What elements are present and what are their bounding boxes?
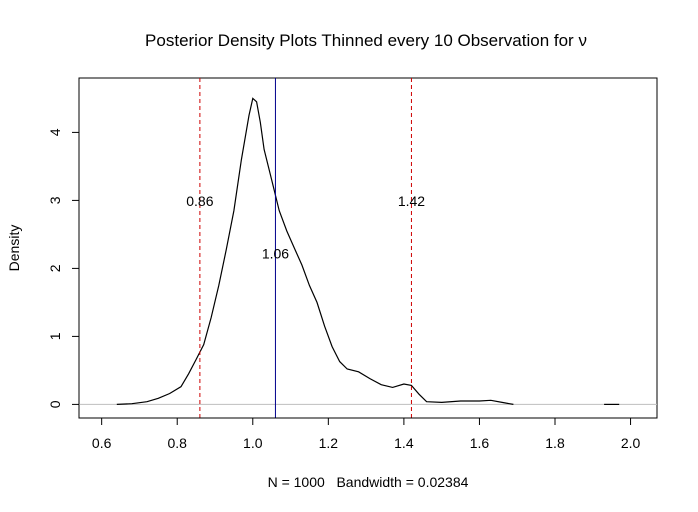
x-tick-label: 2.0 [621, 435, 641, 451]
x-axis: 0.6 0.8 1.0 1.2 1.4 1.6 1.8 2.0 [92, 417, 641, 451]
reference-label-2: 1.42 [398, 193, 425, 209]
y-tick-label: 2 [47, 264, 63, 272]
x-tick-label: 1.6 [470, 435, 490, 451]
x-axis-label: N = 1000 Bandwidth = 0.02384 [268, 474, 469, 490]
reference-label-1: 1.06 [262, 245, 289, 261]
x-tick-label: 1.4 [394, 435, 414, 451]
vline-layer: 0.86 1.06 1.42 [186, 78, 425, 418]
y-tick-label: 3 [47, 196, 63, 204]
x-tick-label: 0.8 [167, 435, 187, 451]
y-axis: 0 1 2 3 4 [47, 128, 80, 408]
x-tick-label: 1.8 [545, 435, 565, 451]
y-tick-label: 4 [47, 128, 63, 136]
y-axis-label: Density [6, 225, 22, 272]
x-tick-label: 0.6 [92, 435, 112, 451]
x-tick-label: 1.2 [319, 435, 339, 451]
density-curve-0 [116, 97, 514, 405]
x-tick-label: 1.0 [243, 435, 263, 451]
chart-title: Posterior Density Plots Thinned every 10… [145, 31, 587, 50]
plot-frame [78, 77, 658, 419]
reference-label-0: 0.86 [186, 193, 213, 209]
y-tick-label: 1 [47, 332, 63, 340]
y-tick-label: 0 [47, 400, 63, 408]
series-layer [116, 97, 620, 405]
